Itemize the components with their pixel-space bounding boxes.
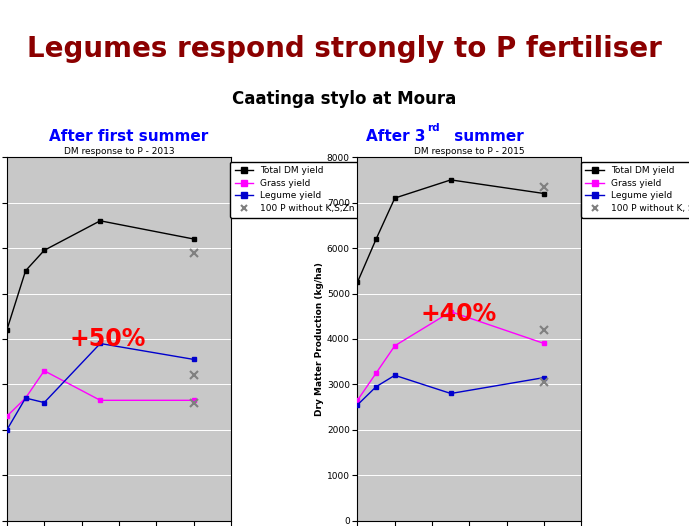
Legend: Total DM yield, Grass yield, Legume yield, 100 P without K,S,Zn: Total DM yield, Grass yield, Legume yiel… bbox=[230, 161, 359, 218]
Y-axis label: Dry Matter Production (kg/ha): Dry Matter Production (kg/ha) bbox=[315, 262, 324, 416]
Text: After first summer: After first summer bbox=[49, 129, 208, 145]
Text: +40%: +40% bbox=[420, 302, 497, 326]
Title: DM response to P - 2013: DM response to P - 2013 bbox=[63, 147, 174, 156]
Title: DM response to P - 2015: DM response to P - 2015 bbox=[414, 147, 525, 156]
Text: summer: summer bbox=[449, 129, 524, 145]
Text: rd: rd bbox=[428, 123, 440, 133]
Text: Caatinga stylo at Moura: Caatinga stylo at Moura bbox=[232, 90, 457, 108]
Legend: Total DM yield, Grass yield, Legume yield, 100 P without K, S, Zn: Total DM yield, Grass yield, Legume yiel… bbox=[581, 161, 689, 218]
Text: +50%: +50% bbox=[70, 327, 146, 351]
Text: Legumes respond strongly to P fertiliser: Legumes respond strongly to P fertiliser bbox=[27, 35, 662, 63]
Text: After 3: After 3 bbox=[366, 129, 426, 145]
